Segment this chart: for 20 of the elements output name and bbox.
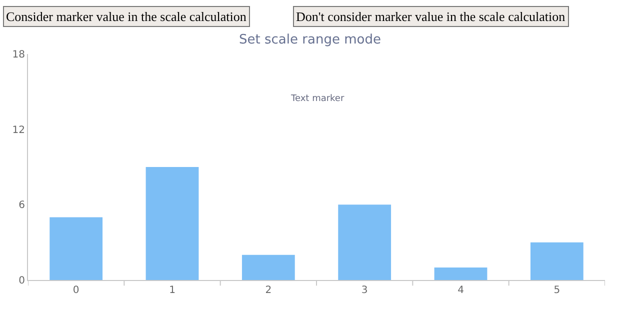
- x-tick-label: 3: [361, 285, 368, 296]
- text: Consider marker value in the scale calculation: [6, 9, 247, 24]
- bar: [242, 254, 295, 280]
- y-tick-label: 0: [18, 276, 25, 286]
- text: Don't consider marker value in the scale calculation: [296, 9, 566, 24]
- bar: [530, 242, 584, 280]
- x-tick-label: 4: [458, 285, 464, 296]
- x-tick-label: 2: [265, 285, 272, 296]
- annotation: Text marker: [290, 94, 344, 104]
- x-tick-label: 0: [72, 285, 80, 296]
- bar: [146, 167, 199, 280]
- y-tick-label: 18: [12, 50, 25, 60]
- chart-title: Set scale range mode: [239, 32, 381, 48]
- bar: [434, 267, 488, 280]
- bar: [338, 204, 392, 280]
- y-tick-label: 12: [12, 124, 25, 136]
- bar: [50, 217, 103, 280]
- y-tick-label: 6: [18, 200, 25, 212]
- x-tick-label: 5: [554, 285, 560, 296]
- x-tick-label: 1: [169, 285, 176, 296]
